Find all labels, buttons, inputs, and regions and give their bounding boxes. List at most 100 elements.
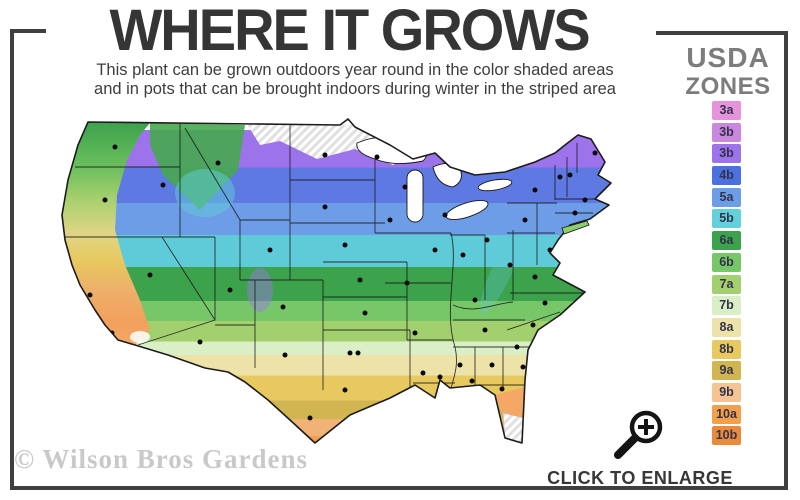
city-dot xyxy=(402,184,408,190)
city-dot xyxy=(342,242,348,248)
page-title: WHERE IT GROWS xyxy=(109,0,590,63)
colorado-rockies-patch xyxy=(247,268,273,312)
long-island xyxy=(561,220,590,235)
city-dot xyxy=(420,370,426,376)
zone-chip-7b: 7b xyxy=(712,296,741,316)
city-dot xyxy=(460,252,466,258)
city-dot xyxy=(347,350,353,356)
zone-chip-3b: 3b xyxy=(712,122,741,142)
zone-chip-3b: 3b xyxy=(712,144,741,164)
zone-chip-3a: 3a xyxy=(712,101,741,120)
city-dot xyxy=(542,300,548,306)
watermark: © Wilson Bros Gardens xyxy=(14,444,308,474)
city-dot xyxy=(532,274,538,280)
city-dot xyxy=(227,287,233,293)
city-dot xyxy=(472,297,478,303)
lake-michigan xyxy=(406,169,424,223)
city-dot xyxy=(322,152,328,158)
state-borders xyxy=(63,123,595,401)
city-dot xyxy=(404,280,410,286)
city-dot xyxy=(437,374,443,380)
city-dot xyxy=(197,339,203,345)
city-dot xyxy=(582,197,588,203)
city-dot xyxy=(355,350,361,356)
zone-chip-6b: 6b xyxy=(712,252,741,272)
city-dot xyxy=(362,310,368,316)
appalachia-patch xyxy=(480,236,520,314)
city-dot xyxy=(482,327,488,333)
city-dot xyxy=(567,172,573,178)
us-outline xyxy=(61,118,612,444)
lake-ontario xyxy=(477,178,513,192)
legend-title-zones: ZONES xyxy=(685,73,771,100)
striped-zone-florida xyxy=(502,412,525,443)
city-dot xyxy=(522,217,528,223)
zone-chip-9b: 9b xyxy=(712,382,741,402)
frame-top-left xyxy=(10,29,46,33)
city-dot xyxy=(572,210,578,216)
city-dot xyxy=(215,160,221,166)
zone-chip-10a: 10a xyxy=(712,404,741,424)
city-dot xyxy=(102,197,108,203)
south-florida-peach xyxy=(495,387,525,420)
city-dot xyxy=(442,212,448,218)
city-dot xyxy=(160,182,166,188)
us-map-svg xyxy=(61,118,612,444)
city-dot xyxy=(457,362,463,368)
city-dot xyxy=(87,292,93,298)
zone-legend: 3a 3b 3b 4b 5a 5b 6a 6b 7a 7b 8a 8b 9a 9b 10a 10b xyxy=(712,101,741,446)
city-dot xyxy=(267,247,273,253)
city-dot xyxy=(484,237,490,243)
city-dot xyxy=(532,187,538,193)
city-dot xyxy=(307,415,313,421)
city-dot xyxy=(499,386,505,392)
zone-chip-4b: 4b xyxy=(712,166,741,186)
city-dot xyxy=(592,150,598,156)
city-dot xyxy=(357,277,363,283)
subtitle-line-2: and in pots that can be brought indoors … xyxy=(94,80,616,98)
city-dot xyxy=(507,262,513,268)
city-dot xyxy=(520,364,526,370)
zone-chip-5a: 5a xyxy=(712,187,741,207)
city-dot xyxy=(374,154,380,160)
west-coast-band xyxy=(62,122,150,345)
city-dot xyxy=(282,352,288,358)
zone-chip-10b: 10b xyxy=(712,426,741,446)
socal-desert-patch xyxy=(130,331,150,343)
city-dot xyxy=(342,387,348,393)
legend-title: USDA ZONES xyxy=(670,44,786,99)
city-dot xyxy=(530,322,536,328)
frame-right xyxy=(784,31,788,490)
rockies-cyan-patch xyxy=(175,169,235,217)
zone-chip-8b: 8b xyxy=(712,339,741,359)
zone-chip-8a: 8a xyxy=(712,317,741,337)
legend-title-usda: USDA xyxy=(686,42,770,73)
click-to-enlarge-label[interactable]: CLICK TO ENLARGE xyxy=(547,468,733,488)
city-dot xyxy=(280,304,286,310)
subtitle: This plant can be grown outdoors year ro… xyxy=(40,61,670,99)
pacific-northwest-patch xyxy=(150,123,245,210)
zone-bands xyxy=(62,119,611,443)
magnifier-zoom-icon[interactable] xyxy=(608,404,670,466)
city-dot xyxy=(412,330,418,336)
map-fill-layers xyxy=(62,119,611,443)
zone-chip-7a: 7a xyxy=(712,274,741,294)
frame-left xyxy=(10,29,14,490)
city-dot xyxy=(557,174,563,180)
usda-zone-map[interactable] xyxy=(55,115,620,453)
zone-chip-9a: 9a xyxy=(712,361,741,381)
subtitle-line-1: This plant can be grown outdoors year ro… xyxy=(96,61,614,79)
frame-bottom xyxy=(10,486,788,490)
city-dot xyxy=(524,429,530,435)
city-dot xyxy=(489,362,495,368)
frame-top-right xyxy=(656,31,788,35)
city-dot xyxy=(514,344,520,350)
city-dot xyxy=(322,204,328,210)
zone-chip-6a: 6a xyxy=(712,231,741,251)
city-dot xyxy=(387,217,393,223)
zone-chip-5b: 5b xyxy=(712,209,741,229)
city-dot xyxy=(432,247,438,253)
city-dot xyxy=(469,378,475,384)
city-dot xyxy=(112,144,118,150)
